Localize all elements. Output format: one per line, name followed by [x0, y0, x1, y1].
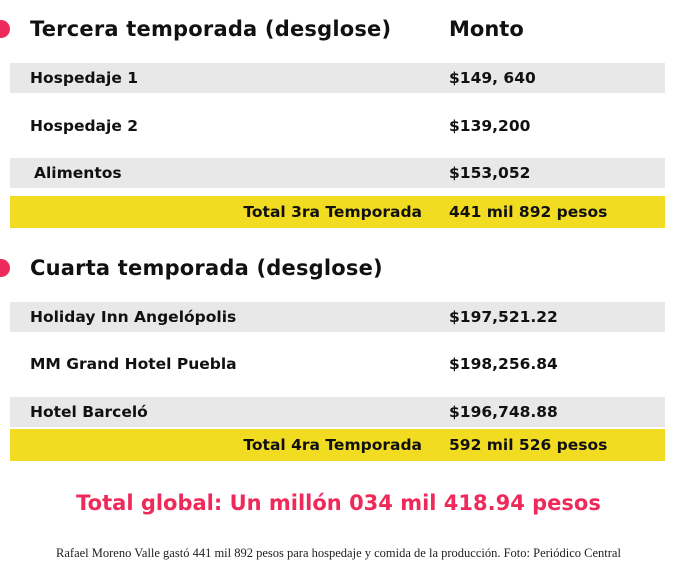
amount-column-header: Monto	[449, 17, 524, 41]
table-row: Hospedaje 2 $139,200	[10, 111, 665, 141]
row-amount: $139,200	[449, 117, 531, 135]
total-amount: 592 mil 526 pesos	[449, 436, 608, 454]
row-amount: $197,521.22	[449, 308, 558, 326]
total-amount: 441 mil 892 pesos	[449, 203, 608, 221]
total-row: Total 3ra Temporada 441 mil 892 pesos	[10, 196, 665, 228]
row-amount: $196,748.88	[449, 403, 558, 421]
row-label: Holiday Inn Angelópolis	[30, 308, 237, 326]
row-amount: $153,052	[449, 164, 531, 182]
table-row: Alimentos $153,052	[10, 158, 665, 188]
total-label: Total 4ra Temporada	[243, 436, 422, 454]
photo-caption: Rafael Moreno Valle gastó 441 mil 892 pe…	[56, 546, 621, 560]
row-label: Hospedaje 2	[30, 117, 139, 135]
bullet-marker-icon	[0, 259, 10, 277]
table-row: Hospedaje 1 $149, 640	[10, 63, 665, 93]
section-3-title: Tercera temporada (desglose)	[30, 17, 392, 41]
row-amount: $149, 640	[449, 69, 536, 87]
table-row: Holiday Inn Angelópolis $197,521.22	[10, 302, 665, 332]
grand-total: Total global: Un millón 034 mil 418.94 p…	[76, 491, 601, 515]
total-row: Total 4ra Temporada 592 mil 526 pesos	[10, 429, 665, 461]
row-label: Alimentos	[34, 164, 122, 182]
row-label: Hospedaje 1	[30, 69, 139, 87]
row-amount: $198,256.84	[449, 355, 558, 373]
section-4-title: Cuarta temporada (desglose)	[30, 256, 383, 280]
table-row: Hotel Barceló $196,748.88	[10, 397, 665, 427]
table-row: MM Grand Hotel Puebla $198,256.84	[10, 349, 665, 379]
row-label: Hotel Barceló	[30, 403, 148, 421]
row-label: MM Grand Hotel Puebla	[30, 355, 237, 373]
bullet-marker-icon	[0, 20, 10, 38]
total-label: Total 3ra Temporada	[243, 203, 422, 221]
